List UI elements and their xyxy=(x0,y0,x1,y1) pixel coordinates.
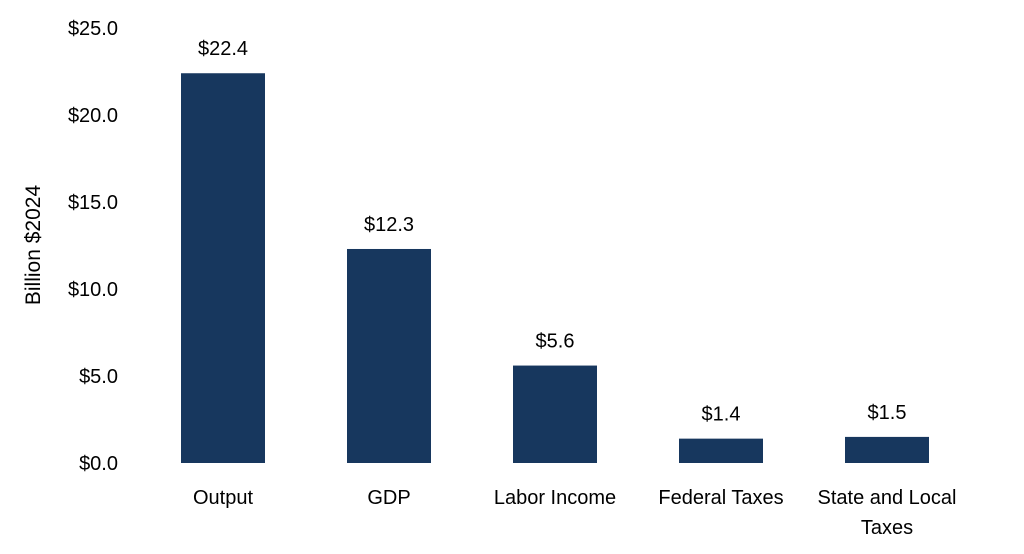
y-axis: $0.0 $5.0 $10.0 $15.0 $20.0 $25.0 xyxy=(68,18,118,475)
bar-value-label: $5.6 xyxy=(536,331,575,353)
x-category-label: Labor Income xyxy=(494,487,616,509)
bar-value-label: $12.3 xyxy=(364,214,414,236)
y-tick-label: $5.0 xyxy=(79,366,118,388)
bar xyxy=(679,438,763,463)
x-category-label: GDP xyxy=(367,487,410,509)
bar-value-label: $1.4 xyxy=(702,404,741,426)
x-category-label: Output xyxy=(193,487,253,509)
bar-value-label: $22.4 xyxy=(198,38,248,60)
y-tick-label: $15.0 xyxy=(68,192,118,214)
x-axis: Output GDP Labor Income Federal Taxes State … xyxy=(193,487,957,539)
y-tick-label: $10.0 xyxy=(68,279,118,301)
bar xyxy=(347,248,431,463)
bar-value-label: $1.5 xyxy=(868,402,907,424)
bar xyxy=(513,365,597,463)
x-category-label: Taxes xyxy=(861,517,913,539)
x-category-label: State and Local xyxy=(818,487,957,509)
bar xyxy=(845,436,929,463)
y-tick-label: $20.0 xyxy=(68,105,118,127)
y-tick-label: $25.0 xyxy=(68,18,118,40)
bars: $22.4 $12.3 $5.6 $1.4 $1.5 xyxy=(181,38,929,464)
bar xyxy=(181,73,265,464)
x-category-label: Federal Taxes xyxy=(658,487,783,509)
y-tick-label: $0.0 xyxy=(79,453,118,475)
y-axis-label: Billion $2024 xyxy=(22,185,45,306)
